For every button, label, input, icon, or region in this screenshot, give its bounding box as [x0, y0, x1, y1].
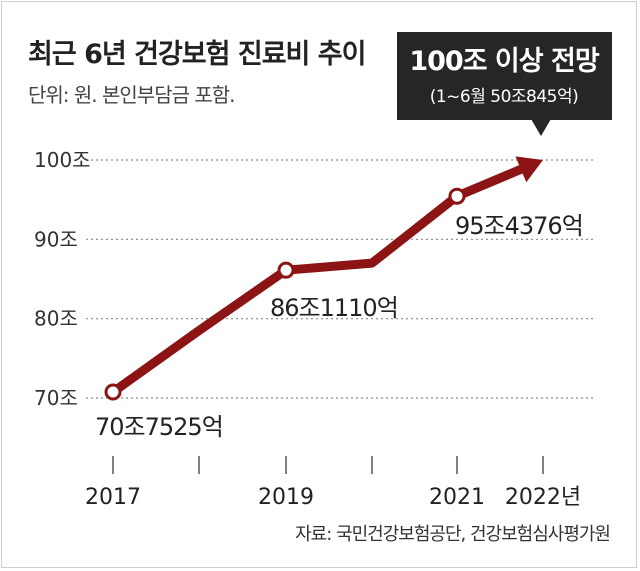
- y-tick-label: 90조: [34, 227, 78, 251]
- x-tick-label: 2019: [258, 485, 314, 510]
- y-tick-label: 80조: [34, 307, 78, 331]
- y-tick-label: 100조: [34, 148, 91, 172]
- forecast-callout: 100조 이상 전망 (1~6월 50조845억): [397, 32, 612, 136]
- callout-title: 100조 이상 전망: [409, 46, 600, 77]
- data-label: 86조1110억: [270, 294, 398, 322]
- data-point: [277, 261, 295, 279]
- chart-title: 최근 6년 건강보험 진료비 추이: [28, 39, 366, 70]
- data-point: [448, 187, 466, 205]
- x-tick-label: 2017: [85, 485, 141, 510]
- x-tick-label: 2022년: [505, 485, 581, 510]
- series-line: [108, 164, 526, 397]
- y-tick-label: 70조: [34, 386, 78, 410]
- data-point: [104, 383, 122, 401]
- source-note: 자료: 국민건강보험공단, 건강보험심사평가원: [295, 524, 611, 545]
- series-arrowhead: [515, 156, 543, 183]
- callout-pointer: [531, 119, 551, 136]
- callout-box: [397, 32, 612, 120]
- data-label: 70조7525억: [95, 413, 223, 441]
- data-label: 95조4376억: [455, 212, 583, 240]
- x-tick-label: 2021: [429, 485, 485, 510]
- callout-subtitle: (1~6월 50조845억): [430, 87, 579, 107]
- unit-note: 단위: 원. 본인부담금 포함.: [28, 83, 236, 107]
